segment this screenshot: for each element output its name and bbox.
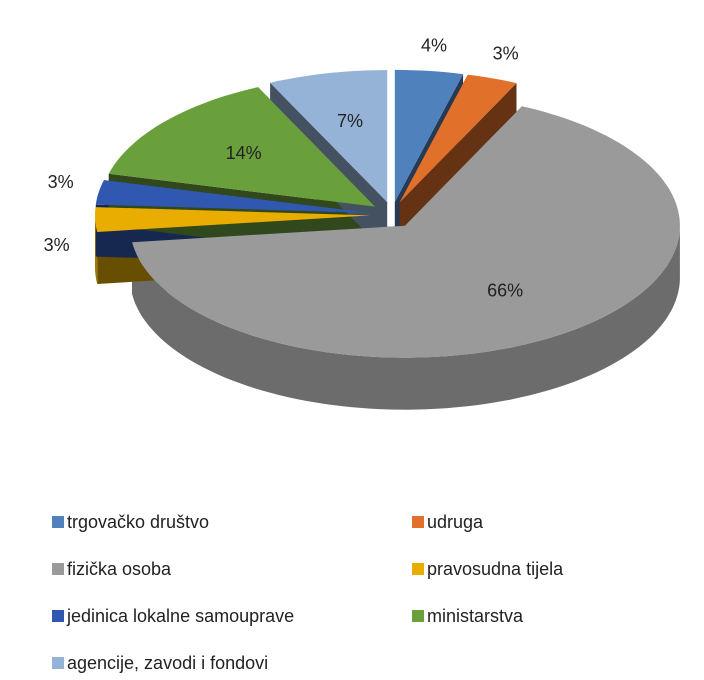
slice bbox=[132, 106, 680, 358]
slice bbox=[95, 180, 371, 213]
legend: trgovačko društvo udruga fizička osoba prav… bbox=[52, 512, 564, 673]
data-label: 3% bbox=[48, 172, 74, 192]
legend-label: trgovačko društvo bbox=[67, 512, 209, 532]
data-label: 3% bbox=[44, 235, 70, 255]
slice bbox=[108, 87, 375, 207]
slice bbox=[270, 70, 388, 203]
data-label: 3% bbox=[493, 44, 519, 64]
legend-swatch bbox=[52, 610, 64, 622]
legend-swatch bbox=[52, 657, 64, 669]
data-label: 14% bbox=[226, 143, 262, 163]
data-labels: 4% 3% 66% 3% 3% 14% 7% bbox=[44, 35, 524, 300]
slice-side bbox=[132, 225, 680, 410]
legend-label: udruga bbox=[427, 512, 484, 532]
data-label: 66% bbox=[487, 281, 523, 301]
legend-swatch bbox=[412, 516, 424, 528]
slice bbox=[399, 74, 517, 203]
legend-label: agencije, zavodi i fondovi bbox=[67, 653, 268, 673]
legend-label: fizička osoba bbox=[67, 559, 172, 579]
slice-tops bbox=[95, 69, 680, 358]
data-label: 4% bbox=[421, 35, 447, 55]
legend-label: ministarstva bbox=[427, 606, 524, 626]
legend-swatch bbox=[412, 610, 424, 622]
legend-swatch bbox=[412, 563, 424, 575]
legend-label: jedinica lokalne samouprave bbox=[66, 606, 294, 626]
slice bbox=[394, 69, 464, 202]
legend-swatch bbox=[52, 516, 64, 528]
legend-label: pravosudna tijela bbox=[427, 559, 564, 579]
legend-swatch bbox=[52, 563, 64, 575]
slice bbox=[95, 207, 370, 232]
data-label: 7% bbox=[337, 111, 363, 131]
